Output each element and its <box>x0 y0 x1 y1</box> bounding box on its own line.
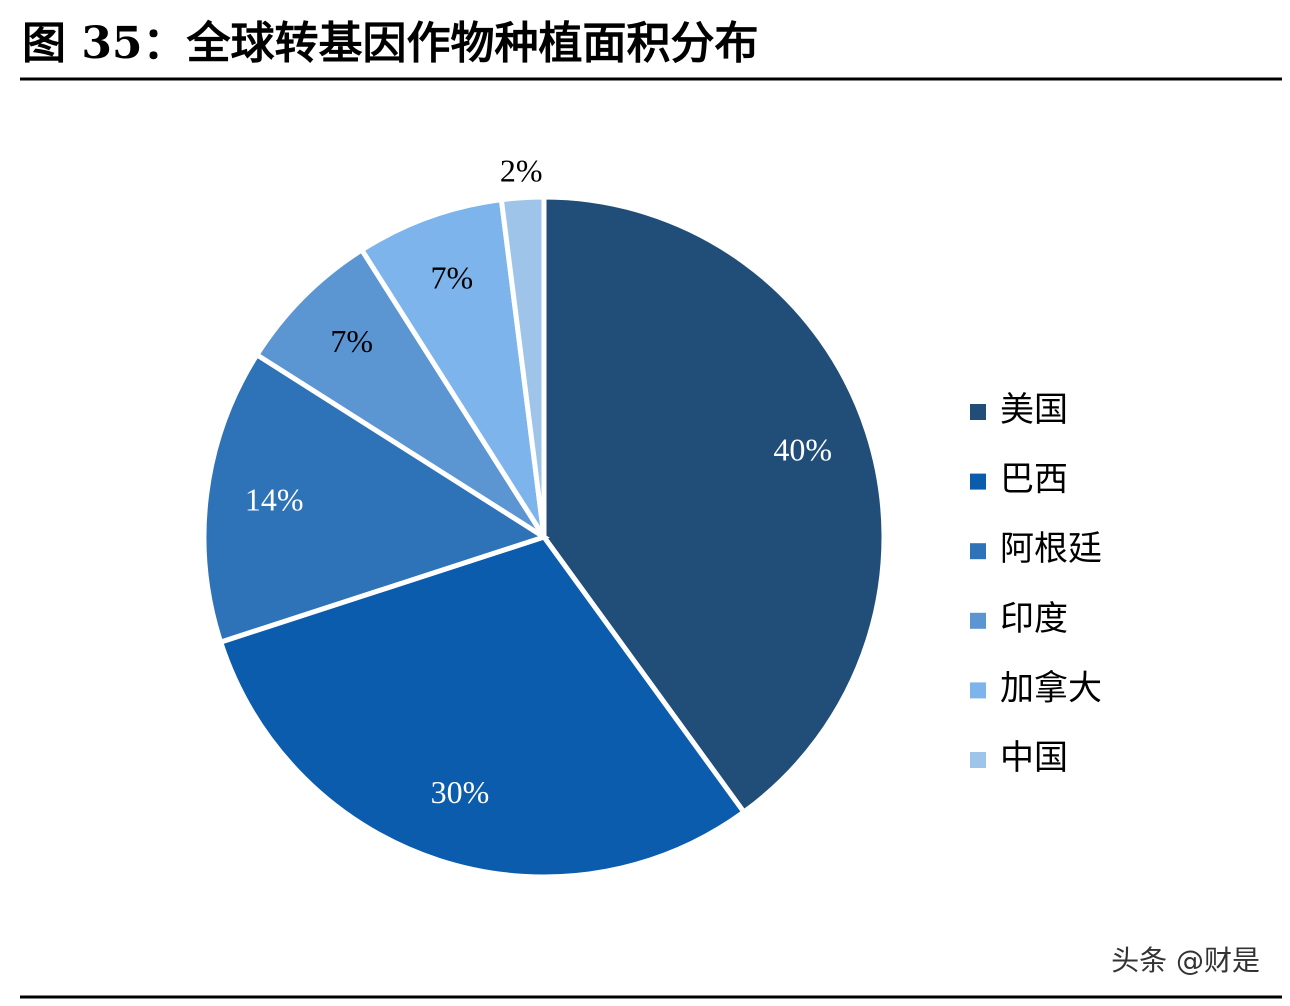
value-label: 30% <box>431 774 490 810</box>
pie-slice <box>358 196 547 539</box>
legend-swatch <box>970 752 986 768</box>
legend-label: 阿根廷 <box>1000 529 1102 569</box>
chart-title: 图 35：全球转基因作物种植面积分布 <box>22 18 759 69</box>
pie-slice <box>541 194 887 816</box>
legend-swatch <box>970 473 986 490</box>
legend-swatch <box>970 543 986 560</box>
pie-slice <box>201 351 550 646</box>
value-label: 14% <box>245 481 304 517</box>
legend-label: 中国 <box>1000 738 1068 778</box>
legend-swatch <box>970 682 986 699</box>
value-label: 7% <box>431 259 474 295</box>
legend-label: 美国 <box>1000 390 1068 430</box>
pie-slice <box>498 194 547 538</box>
watermark: 头条 @财是 <box>1111 944 1260 977</box>
legend-swatch <box>970 404 986 420</box>
value-label: 40% <box>773 431 832 467</box>
pie-slice <box>217 534 748 880</box>
value-label: 2% <box>500 152 543 188</box>
legend-label: 印度 <box>1000 599 1068 639</box>
legend-label: 加拿大 <box>1000 668 1102 708</box>
legend-label: 巴西 <box>1000 460 1068 500</box>
legend-swatch <box>970 612 986 629</box>
value-label: 7% <box>330 323 373 359</box>
pie-slice <box>253 246 547 540</box>
